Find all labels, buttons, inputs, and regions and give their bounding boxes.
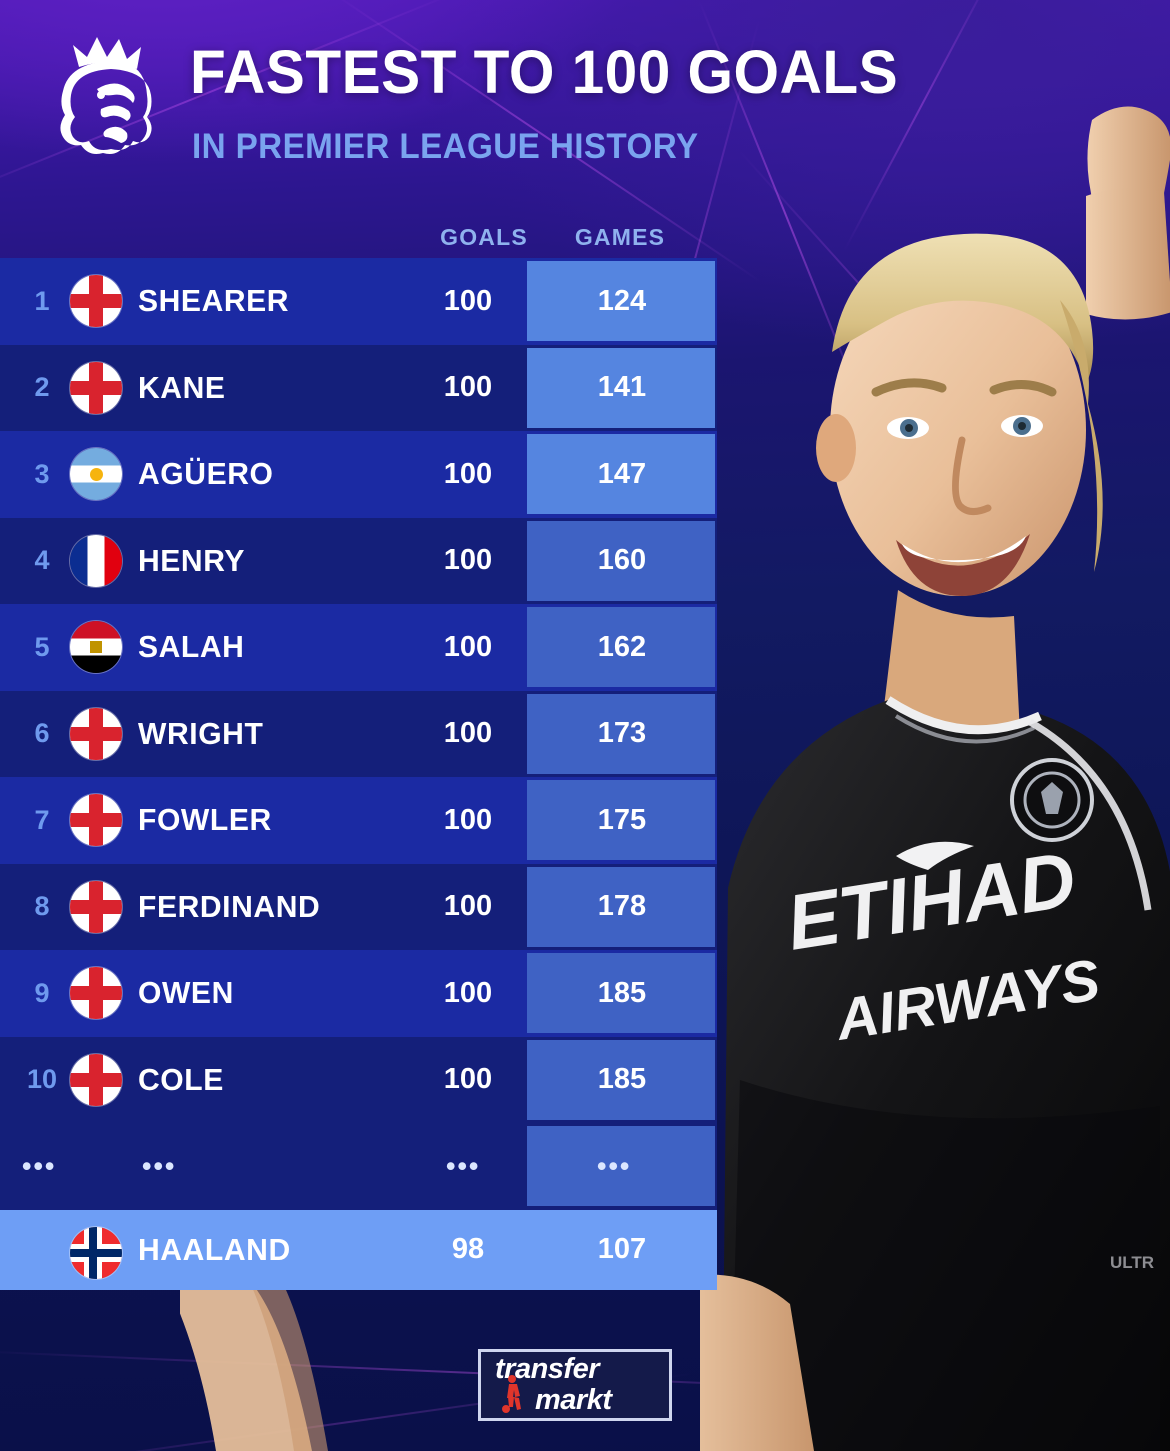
svg-text:ULTR: ULTR — [1110, 1253, 1154, 1272]
table-row: 1 SHEARER 100 124 — [0, 258, 717, 345]
games-cell-background — [527, 261, 715, 341]
flag-icon-england — [70, 1053, 122, 1106]
games-value: 185 — [597, 1063, 647, 1096]
flag-icon-england — [70, 707, 122, 760]
rank-ellipsis: ••• — [22, 1150, 57, 1181]
name-ellipsis: ••• — [142, 1150, 177, 1181]
games-value: 124 — [597, 284, 647, 317]
transfermarkt-logo: transfer markt — [478, 1349, 672, 1421]
games-ellipsis: ••• — [597, 1150, 632, 1181]
games-cell-background — [527, 1039, 715, 1120]
games-value: 185 — [597, 976, 647, 1009]
page-subtitle: IN PREMIER LEAGUE HISTORY — [192, 127, 699, 166]
player-name: HAALAND — [138, 1231, 291, 1267]
header: FASTEST TO 100 GOALS IN PREMIER LEAGUE H… — [0, 0, 1170, 200]
games-cell-background — [527, 866, 715, 947]
table-row: 9 OWEN 100 185 — [0, 950, 717, 1037]
flag-icon-argentina — [70, 448, 122, 500]
player-name: SALAH — [138, 629, 245, 665]
flag-icon-england — [70, 967, 122, 1019]
flag-icon-egypt — [70, 621, 122, 673]
flag-icon-england — [70, 361, 122, 414]
games-value: 173 — [597, 717, 647, 750]
goals-value: 98 — [451, 1233, 485, 1265]
goals-value: 100 — [443, 284, 493, 317]
flag-icon-france — [70, 534, 122, 587]
table-row: 6 WRIGHT 100 173 — [0, 690, 717, 777]
page-title: FASTEST TO 100 GOALS — [190, 38, 899, 106]
table-row: 3 AGÜERO 100 147 — [0, 431, 717, 518]
goals-ellipsis: ••• — [446, 1150, 481, 1181]
table-row: ••• ••• ••• ••• — [0, 1123, 717, 1210]
player-photo: ETIHAD AIRWAYS ULTR — [700, 0, 1170, 1451]
flag-icon-england — [70, 880, 122, 933]
rank-value: 6 — [34, 718, 50, 749]
games-cell-background — [527, 434, 715, 514]
goals-value: 100 — [443, 544, 493, 577]
flag-icon-norway — [70, 1226, 122, 1279]
goals-value: 100 — [443, 890, 493, 923]
player-name: SHEARER — [138, 283, 290, 319]
player-name: WRIGHT — [138, 715, 264, 751]
player-name: FOWLER — [138, 802, 272, 838]
column-header-goals: GOALS — [440, 224, 528, 250]
games-cell-background — [527, 1126, 715, 1206]
rank-value: 2 — [34, 372, 50, 403]
player-name: KANE — [138, 369, 226, 405]
games-value: 175 — [597, 803, 647, 836]
goals-value: 100 — [443, 1063, 493, 1096]
transfermarkt-player-icon — [502, 1375, 521, 1413]
goals-value: 100 — [443, 457, 493, 490]
column-headers: GOALS GAMES — [0, 224, 730, 258]
rank-value: 5 — [34, 631, 50, 662]
player-arm-sliver — [180, 1270, 328, 1451]
rank-value: 9 — [34, 977, 50, 1008]
player-name: COLE — [138, 1061, 224, 1097]
player-name: FERDINAND — [138, 888, 321, 924]
flag-icon-england — [70, 275, 122, 327]
games-value: 107 — [597, 1233, 647, 1265]
games-value: 147 — [597, 457, 647, 490]
flag-icon-england — [70, 794, 122, 846]
table-row: 7 FOWLER 100 175 — [0, 777, 717, 864]
rank-value: 4 — [34, 545, 50, 576]
table-row: 5 SALAH 100 162 — [0, 604, 717, 691]
player-name: AGÜERO — [138, 456, 274, 492]
table-row: 10 COLE 100 185 — [0, 1036, 717, 1123]
goals-value: 100 — [443, 717, 493, 750]
player-name: OWEN — [138, 975, 234, 1011]
games-cell-background — [527, 607, 715, 687]
games-cell-background — [527, 953, 715, 1033]
games-cell-background — [527, 347, 715, 428]
table-row-highlighted: HAALAND 98 107 — [0, 1209, 717, 1290]
rank-value: 1 — [34, 285, 50, 316]
player-name: HENRY — [138, 542, 246, 578]
rank-value: 8 — [34, 891, 50, 922]
games-cell-background — [527, 693, 715, 774]
rank-value: 3 — [34, 458, 50, 489]
games-value: 160 — [597, 544, 647, 577]
ranking-table: 1 SHEARER 100 124 2 KANE 100 141 3 AGÜERO 100 147 4 H… — [0, 258, 717, 1290]
games-cell-background — [527, 520, 715, 601]
games-value: 162 — [597, 630, 647, 663]
premier-league-lion-icon — [57, 33, 165, 161]
rank-value: 10 — [26, 1064, 58, 1095]
column-header-games: GAMES — [574, 224, 666, 250]
goals-value: 100 — [443, 976, 493, 1009]
games-value: 141 — [597, 371, 647, 404]
table-row: 8 FERDINAND 100 178 — [0, 863, 717, 950]
transfermarkt-line2: markt — [535, 1384, 612, 1416]
games-cell-background — [527, 780, 715, 860]
games-value: 178 — [597, 890, 647, 923]
table-row: 2 KANE 100 141 — [0, 344, 717, 431]
table-row: 4 HENRY 100 160 — [0, 517, 717, 604]
goals-value: 100 — [443, 630, 493, 663]
rank-value: 7 — [34, 804, 50, 835]
goals-value: 100 — [443, 371, 493, 404]
goals-value: 100 — [443, 803, 493, 836]
